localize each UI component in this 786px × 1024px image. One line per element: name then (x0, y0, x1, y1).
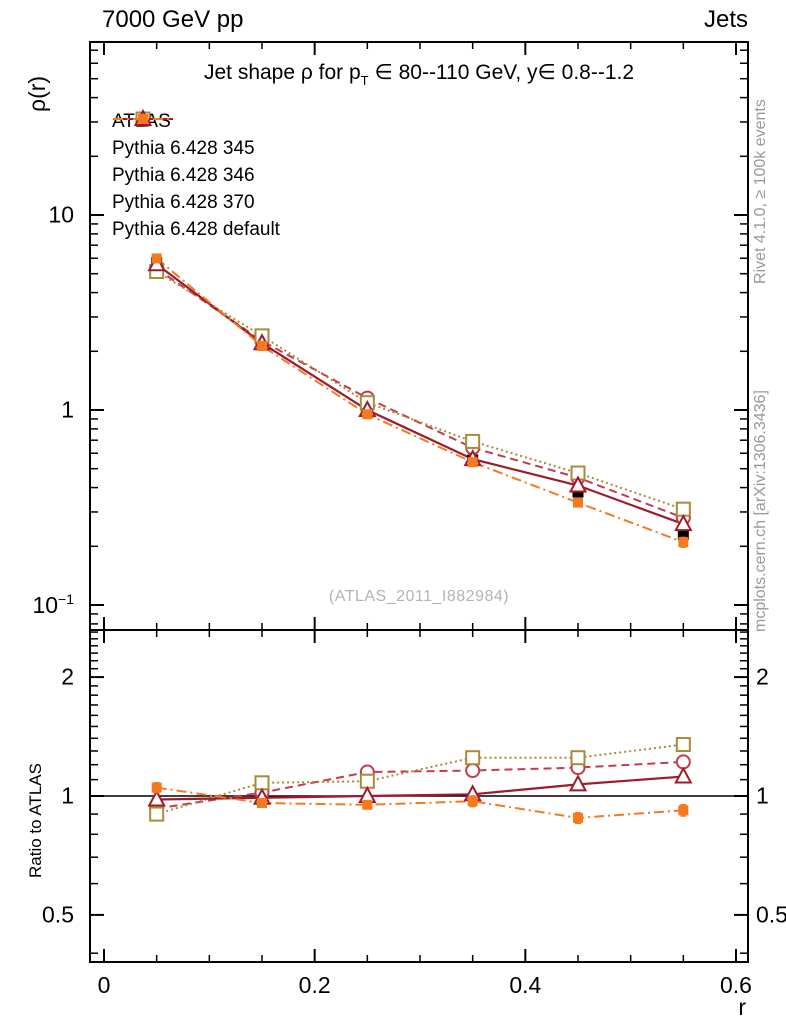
y-ratio-tick-label-left: 2 (61, 663, 74, 690)
y-ratio-tick-label-right: 1 (756, 782, 769, 809)
plot-title-subscript: T (360, 73, 369, 88)
y-ratio-tick-label-right: 0.5 (756, 901, 786, 928)
legend-item: Pythia 6.428 370 (112, 108, 280, 216)
series-line (156, 760, 684, 810)
axis-ticks (90, 42, 748, 962)
rivet-version-note: Rivet 4.1.0, ≥ 100k events (752, 99, 769, 284)
y-ratio-tick-label-left: 1 (61, 782, 74, 809)
y-main-tick-label: 1 (61, 396, 74, 423)
y-axis-label-ratio: Ratio to ATLAS (26, 763, 45, 878)
legend-item: Pythia 6.428 346 (112, 111, 280, 189)
series-points (149, 754, 691, 816)
series-points (149, 737, 691, 822)
y-main-tick-label: 10 (48, 201, 74, 228)
series-line (156, 270, 684, 511)
beam-energy-label: 7000 GeV pp (102, 6, 244, 33)
series-line (156, 786, 684, 819)
series-points (151, 253, 689, 548)
legend-item: Pythia 6.428 345 (112, 111, 280, 162)
x-tick-label: 0.6 (719, 972, 752, 998)
y-ratio-tick-label-left: 0.5 (42, 901, 74, 928)
analysis-id-watermark: (ATLAS_2011_I882984) (328, 588, 510, 605)
series-line (156, 257, 684, 544)
x-axis-label: r (738, 994, 746, 1020)
x-tick-label: 0 (97, 972, 111, 998)
series-points (147, 766, 693, 807)
legend-marker-square-filled-small (113, 114, 173, 124)
x-tick-label: 0.2 (298, 972, 331, 998)
y-axis-label-main: ρ(r) (24, 75, 50, 112)
series-line (156, 263, 684, 526)
series-line (156, 743, 684, 816)
x-tick-label: 0.4 (509, 972, 542, 998)
analysis-group-label: Jets (703, 6, 748, 33)
y-main-tick-label: 10−1 (32, 591, 74, 618)
legend-item: Pythia 6.428 default (112, 114, 280, 243)
series-points (149, 261, 691, 526)
legend-label: Pythia 6.428 default (112, 218, 280, 240)
plot-title: Jet shape ρ for pT ∈ 80--110 GeV, y∈ 0.8… (90, 60, 748, 88)
legend-label: Pythia 6.428 345 (112, 137, 255, 159)
series-line (156, 775, 684, 801)
legend-label: Pythia 6.428 346 (112, 164, 255, 186)
y-ratio-tick-label-right: 2 (756, 663, 769, 690)
series-points (151, 782, 689, 825)
series-points (149, 264, 691, 517)
plot-title-pre: Jet shape ρ for p (203, 61, 361, 84)
legend-label: Pythia 6.428 370 (112, 191, 255, 213)
plot-title-post: ∈ 80--110 GeV, y∈ 0.8--1.2 (368, 61, 635, 84)
mcplots-reference-note: mcplots.cern.ch [arXiv:1306.3436] (752, 390, 769, 632)
series-line (156, 267, 684, 519)
